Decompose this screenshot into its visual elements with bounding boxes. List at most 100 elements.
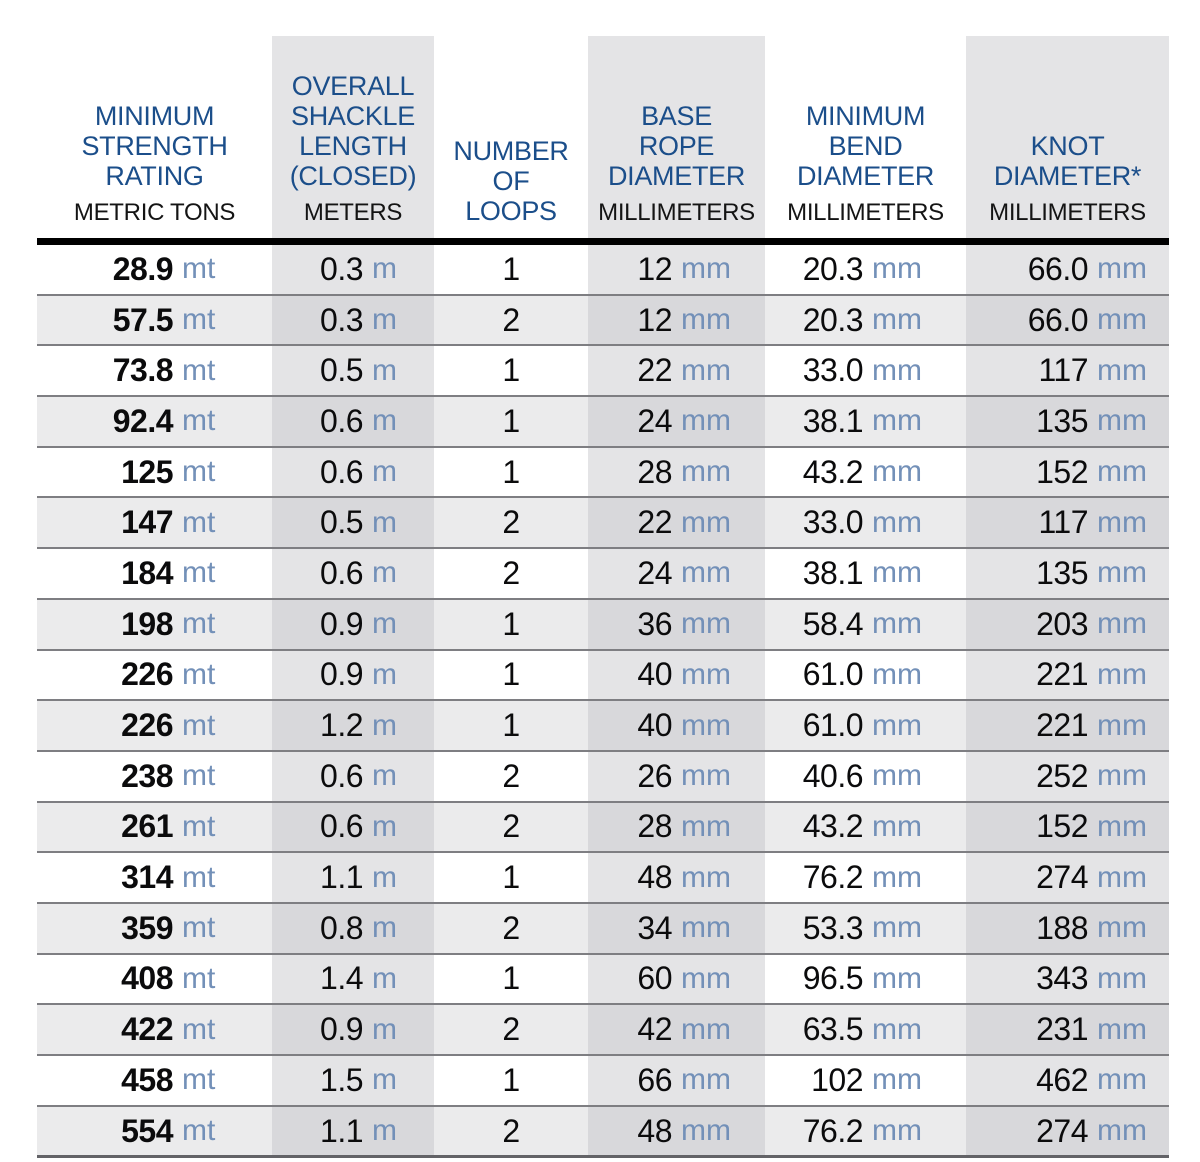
cell-value: 2 (502, 909, 520, 946)
table-cell: 2 (434, 902, 588, 955)
cell-value: 1 (502, 250, 520, 287)
cell-value: 261 (121, 808, 173, 845)
cell-value: 2 (502, 504, 520, 541)
table-cell: 1 (434, 446, 588, 499)
cell-value: 221 (1036, 656, 1088, 693)
cell-unit: m (372, 505, 397, 539)
cell-value: 22 (637, 504, 672, 541)
cell-value: 43.2 (802, 453, 864, 490)
cell-value: 28 (637, 453, 672, 490)
cell-value: 117 (1038, 352, 1088, 389)
cell-unit: m (372, 607, 397, 641)
table-cell: 12 mm (588, 294, 765, 347)
column-title-line: DIAMETER (796, 161, 935, 191)
cell-unit: mm (872, 911, 922, 945)
cell-unit: m (372, 1012, 397, 1046)
table-row: 73.8 mt 0.5 m 1 22 mm 33.0 mm 117 mm (37, 345, 1169, 398)
cell-unit: mm (681, 809, 731, 843)
table-cell: 152 mm (966, 801, 1169, 854)
cell-value: 458 (121, 1061, 173, 1098)
cell-value: 0.6 (320, 554, 363, 591)
cell-unit: mm (872, 961, 922, 995)
cell-value: 2 (502, 301, 520, 338)
cell-value: 2 (502, 1112, 520, 1149)
cell-unit: mm (681, 657, 731, 691)
cell-value: 1 (502, 402, 520, 439)
table-cell: 1 (434, 396, 588, 448)
cell-value: 152 (1036, 453, 1088, 490)
cell-value: 274 (1036, 859, 1088, 896)
cell-value: 92.4 (112, 402, 174, 439)
cell-value: 147 (121, 504, 173, 541)
table-row: 408 mt 1.4 m 1 60 mm 96.5 mm 343 mm (37, 953, 1169, 1006)
table-row: 226 mt 1.2 m 1 40 mm 61.0 mm 221 mm (37, 700, 1169, 752)
table-cell: 203 mm (966, 598, 1169, 651)
table-cell: 76.2 mm (765, 852, 966, 904)
cell-unit: mm (1097, 1063, 1147, 1097)
column-unit-label: METRIC TONS (73, 199, 236, 226)
table-cell: 43.2 mm (765, 801, 966, 854)
table-cell: 1 (434, 598, 588, 651)
table-cell: 20.3 mm (765, 241, 966, 296)
cell-value: 1 (502, 960, 520, 997)
table-cell: 1.2 m (272, 700, 434, 752)
cell-value: 252 (1036, 757, 1088, 794)
cell-unit: mm (872, 252, 922, 286)
table-cell: 2 (434, 294, 588, 347)
cell-unit: mm (681, 455, 731, 489)
cell-unit: mm (872, 809, 922, 843)
column-title-line: KNOT (1030, 131, 1105, 161)
cell-unit: mt (182, 961, 216, 995)
cell-value: 188 (1036, 909, 1088, 946)
cell-unit: m (372, 911, 397, 945)
table-cell: 152 mm (966, 446, 1169, 499)
cell-unit: mm (872, 1012, 922, 1046)
column-title-line: BEND (828, 131, 903, 161)
table-row: 422 mt 0.9 m 2 42 mm 63.5 mm 231 mm (37, 1004, 1169, 1056)
cell-value: 1.1 (320, 1112, 363, 1149)
cell-unit: mm (1097, 556, 1147, 590)
table-cell: 24 mm (588, 396, 765, 448)
table-row: 238 mt 0.6 m 2 26 mm 40.6 mm 252 mm (37, 750, 1169, 803)
table-cell: 2 (434, 801, 588, 854)
cell-unit: m (372, 860, 397, 894)
cell-unit: mm (1097, 1114, 1147, 1148)
cell-unit: m (372, 657, 397, 691)
column-title-line: (CLOSED) (289, 161, 417, 191)
column-title-line: OVERALL (291, 71, 415, 101)
table-row: 57.5 mt 0.3 m 2 12 mm 20.3 mm 66.0 mm (37, 294, 1169, 347)
table-cell: 1.4 m (272, 953, 434, 1006)
table-cell: 58.4 mm (765, 598, 966, 651)
table-cell: 33.0 mm (765, 497, 966, 550)
column-title: MINIMUM STRENGTH RATING (41, 101, 268, 191)
cell-unit: mt (182, 505, 216, 539)
table-row: 226 mt 0.9 m 1 40 mm 61.0 mm 221 mm (37, 649, 1169, 702)
cell-unit: mm (1097, 353, 1147, 387)
cell-value: 38.1 (802, 554, 864, 591)
table-cell: 40 mm (588, 700, 765, 752)
column-header: BASE ROPE DIAMETER MILLIMETERS (588, 0, 765, 245)
table-cell: 117 mm (966, 345, 1169, 398)
column-header: MINIMUM STRENGTH RATING METRIC TONS (37, 0, 272, 245)
table-cell: 28 mm (588, 446, 765, 499)
cell-value: 2 (502, 1011, 520, 1048)
cell-value: 58.4 (802, 605, 864, 642)
cell-value: 221 (1036, 707, 1088, 744)
cell-unit: mm (1097, 759, 1147, 793)
cell-value: 226 (121, 656, 173, 693)
cell-value: 135 (1036, 402, 1088, 439)
cell-value: 57.5 (112, 301, 174, 338)
table-cell: 34 mm (588, 902, 765, 955)
cell-unit: mm (681, 1012, 731, 1046)
cell-unit: mt (182, 607, 216, 641)
cell-unit: mm (681, 911, 731, 945)
column-unit-label: MILLIMETERS (989, 199, 1146, 226)
column-header: KNOT DIAMETER* MILLIMETERS (966, 0, 1169, 245)
cell-value: 274 (1036, 1112, 1088, 1149)
cell-value: 125 (121, 453, 173, 490)
cell-unit: mm (1097, 911, 1147, 945)
cell-unit: mm (1097, 961, 1147, 995)
cell-unit: mt (182, 303, 216, 337)
cell-unit: mt (182, 455, 216, 489)
